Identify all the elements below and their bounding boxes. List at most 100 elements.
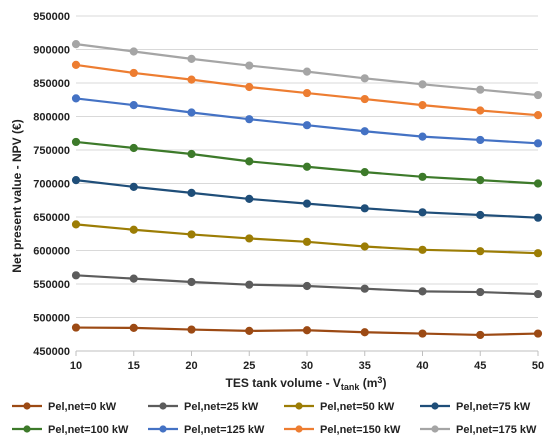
y-tick-label: 550000 bbox=[33, 279, 70, 291]
data-point bbox=[129, 47, 138, 56]
legend-item: Pel,net=100 kW bbox=[12, 424, 129, 436]
x-axis-title-close: ) bbox=[382, 376, 386, 390]
data-point bbox=[476, 330, 485, 340]
data-point bbox=[476, 106, 485, 115]
x-axis-title-unit: (m bbox=[359, 376, 377, 390]
axes bbox=[75, 350, 539, 356]
data-point bbox=[360, 127, 369, 136]
legend-label: Pel,net=0 kW bbox=[48, 401, 117, 413]
data-point bbox=[533, 249, 543, 258]
data-point bbox=[71, 40, 81, 49]
data-point bbox=[533, 213, 543, 222]
data-point bbox=[533, 90, 543, 100]
data-point bbox=[476, 176, 485, 185]
data-point bbox=[71, 60, 81, 70]
series-3 bbox=[71, 176, 543, 222]
legend-item: Pel,net=150 kW bbox=[284, 424, 401, 436]
data-point bbox=[418, 208, 427, 217]
data-point bbox=[418, 80, 427, 89]
data-point bbox=[187, 149, 196, 159]
data-point bbox=[129, 182, 138, 191]
data-point bbox=[71, 137, 81, 147]
y-tick-labels: 450000 500000 550000 600000 650000 700000 7500… bbox=[33, 11, 70, 358]
y-axis-title: Net present value - NPV (€) bbox=[10, 119, 24, 272]
series-6 bbox=[71, 60, 543, 120]
legend-item: Pel,net=25 kW bbox=[148, 401, 259, 413]
data-point bbox=[360, 168, 369, 177]
y-tick-label: 850000 bbox=[33, 78, 70, 90]
data-point bbox=[129, 323, 138, 332]
series-2 bbox=[71, 220, 543, 258]
y-tick-label: 800000 bbox=[33, 112, 70, 124]
data-point bbox=[302, 88, 312, 98]
legend-swatch-marker bbox=[159, 402, 167, 410]
data-point bbox=[302, 199, 312, 208]
y-tick-label: 600000 bbox=[33, 246, 70, 258]
legend-swatch-marker bbox=[159, 425, 167, 433]
data-point bbox=[71, 176, 81, 185]
x-tick-labels: 10 15 20 25 30 35 40 45 50 bbox=[70, 360, 544, 372]
legend: Pel,net=0 kW Pel,net=25 kW Pel,net=50 kW Pe… bbox=[12, 401, 537, 436]
data-point bbox=[245, 115, 254, 124]
data-point bbox=[187, 230, 196, 239]
data-point bbox=[71, 94, 81, 103]
data-point bbox=[245, 82, 254, 92]
legend-label: Pel,net=100 kW bbox=[48, 424, 129, 436]
legend-swatch-marker bbox=[431, 425, 439, 433]
legend-label: Pel,net=25 kW bbox=[184, 401, 259, 413]
x-axis-title: TES tank volume - Vtank (m3) bbox=[226, 375, 387, 392]
series-7 bbox=[71, 40, 543, 100]
legend-swatch-marker bbox=[295, 402, 303, 410]
data-point bbox=[533, 139, 543, 148]
data-point bbox=[476, 210, 485, 220]
y-tick-label: 650000 bbox=[33, 212, 70, 224]
x-axis-title-main: TES tank volume - V bbox=[226, 376, 341, 390]
x-tick-label: 40 bbox=[416, 360, 428, 372]
data-point bbox=[71, 220, 81, 229]
x-tick-label: 10 bbox=[70, 360, 82, 372]
data-point bbox=[476, 287, 485, 297]
data-point bbox=[129, 274, 138, 283]
data-point bbox=[418, 172, 427, 181]
data-point bbox=[245, 234, 254, 243]
data-point bbox=[245, 157, 254, 166]
data-point bbox=[533, 289, 543, 299]
data-point bbox=[360, 284, 369, 293]
legend-label: Pel,net=50 kW bbox=[320, 401, 395, 413]
data-point bbox=[302, 281, 312, 291]
data-point bbox=[245, 280, 254, 289]
series-lines bbox=[71, 40, 543, 340]
legend-label: Pel,net=125 kW bbox=[184, 424, 265, 436]
data-point bbox=[360, 204, 369, 213]
data-point bbox=[187, 277, 196, 287]
data-point bbox=[129, 101, 138, 110]
series-line bbox=[75, 97, 539, 145]
series-1 bbox=[71, 271, 543, 299]
data-point bbox=[360, 74, 369, 83]
legend-item: Pel,net=125 kW bbox=[148, 424, 265, 436]
data-point bbox=[418, 132, 427, 141]
legend-swatch-marker bbox=[431, 402, 439, 410]
x-tick-label: 15 bbox=[128, 360, 140, 372]
x-tick-label: 30 bbox=[301, 360, 313, 372]
legend-label: Pel,net=175 kW bbox=[456, 424, 537, 436]
data-point bbox=[245, 326, 254, 335]
data-point bbox=[302, 67, 312, 76]
data-point bbox=[533, 111, 543, 120]
data-point bbox=[129, 68, 138, 78]
x-tick-label: 25 bbox=[243, 360, 255, 372]
data-point bbox=[302, 121, 312, 130]
legend-swatch-marker bbox=[295, 425, 303, 433]
series-5 bbox=[71, 94, 543, 148]
x-tick-label: 50 bbox=[532, 360, 544, 372]
data-point bbox=[360, 242, 369, 251]
data-point bbox=[302, 237, 312, 246]
data-point bbox=[533, 329, 543, 338]
legend-item: Pel,net=175 kW bbox=[420, 424, 537, 436]
legend-swatch-marker bbox=[23, 402, 31, 410]
data-point bbox=[533, 179, 543, 188]
x-axis-title-superscript: 3 bbox=[377, 375, 382, 385]
x-tick-label: 35 bbox=[359, 360, 371, 372]
data-point bbox=[187, 108, 196, 117]
data-point bbox=[187, 325, 196, 334]
